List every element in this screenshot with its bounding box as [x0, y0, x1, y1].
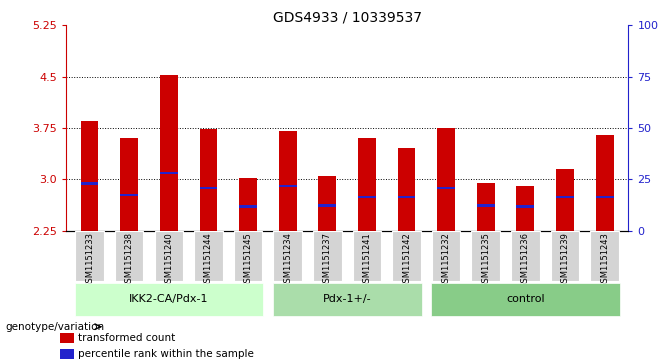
Bar — [313, 231, 342, 281]
Title: GDS4933 / 10339537: GDS4933 / 10339537 — [272, 10, 422, 24]
Text: GSM1151241: GSM1151241 — [363, 232, 371, 288]
Text: GSM1151232: GSM1151232 — [442, 232, 451, 288]
Text: GSM1151235: GSM1151235 — [481, 232, 490, 288]
Bar — [432, 231, 461, 281]
Bar — [472, 231, 500, 281]
Text: GSM1151239: GSM1151239 — [561, 232, 570, 288]
Text: GSM1151243: GSM1151243 — [600, 232, 609, 288]
Bar — [272, 283, 422, 316]
Bar — [155, 231, 183, 281]
Bar — [517, 205, 534, 208]
Bar — [595, 196, 613, 198]
Bar — [81, 121, 99, 231]
Text: percentile rank within the sample: percentile rank within the sample — [78, 349, 254, 359]
Bar — [160, 75, 178, 231]
Bar — [279, 185, 297, 187]
Bar — [160, 172, 178, 175]
Bar — [115, 231, 143, 281]
Bar — [358, 196, 376, 198]
Bar — [477, 183, 495, 231]
Bar — [120, 193, 138, 196]
Bar — [279, 131, 297, 231]
Bar — [60, 349, 74, 359]
Bar — [120, 138, 138, 231]
Text: Pdx-1+/-: Pdx-1+/- — [323, 294, 371, 304]
Bar — [551, 231, 579, 281]
Bar — [511, 231, 540, 281]
Bar — [590, 231, 619, 281]
Bar — [75, 231, 104, 281]
Bar — [353, 231, 381, 281]
Bar — [556, 169, 574, 231]
Bar — [199, 129, 217, 231]
Text: IKK2-CA/Pdx-1: IKK2-CA/Pdx-1 — [129, 294, 209, 304]
Text: GSM1151237: GSM1151237 — [323, 232, 332, 288]
Bar — [239, 178, 257, 231]
Bar — [392, 231, 420, 281]
Bar — [239, 205, 257, 208]
Bar — [74, 283, 263, 316]
Bar — [437, 187, 455, 189]
Text: GSM1151245: GSM1151245 — [243, 232, 253, 288]
Bar — [60, 333, 74, 343]
Text: GSM1151244: GSM1151244 — [204, 232, 213, 288]
Bar — [274, 231, 302, 281]
Text: GSM1151242: GSM1151242 — [402, 232, 411, 288]
Bar — [397, 148, 415, 231]
Text: transformed count: transformed count — [78, 333, 175, 343]
Bar — [397, 196, 415, 198]
Text: GSM1151240: GSM1151240 — [164, 232, 173, 288]
Bar — [556, 196, 574, 198]
Bar — [194, 231, 222, 281]
Bar — [199, 187, 217, 189]
Text: genotype/variation: genotype/variation — [5, 322, 104, 332]
Text: GSM1151238: GSM1151238 — [124, 232, 134, 288]
Text: control: control — [506, 294, 545, 304]
Bar — [318, 176, 336, 231]
Bar — [517, 186, 534, 231]
Bar — [358, 138, 376, 231]
Text: GSM1151233: GSM1151233 — [85, 232, 94, 288]
Bar — [437, 128, 455, 231]
Text: GSM1151234: GSM1151234 — [283, 232, 292, 288]
Bar — [477, 204, 495, 207]
Bar — [81, 182, 99, 185]
Bar — [234, 231, 263, 281]
Bar — [431, 283, 620, 316]
Text: GSM1151236: GSM1151236 — [521, 232, 530, 288]
Bar — [318, 204, 336, 207]
Bar — [595, 135, 613, 231]
